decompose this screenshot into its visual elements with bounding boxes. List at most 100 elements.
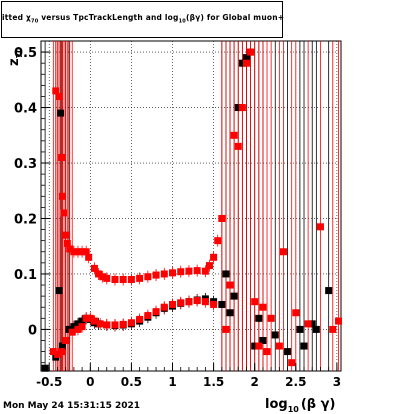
data-point (103, 274, 111, 282)
data-point (177, 299, 185, 307)
data-point (325, 287, 333, 295)
data-point (185, 267, 193, 275)
data-point (271, 331, 279, 339)
data-point (234, 142, 242, 150)
y-axis-label: z70 (7, 47, 24, 66)
data-point (95, 270, 103, 278)
y-tick-label: 0.4 (14, 102, 37, 117)
data-point (57, 109, 65, 117)
data-point (78, 248, 86, 256)
data-point (99, 273, 107, 281)
chart-title-box: itted χ70 versus TpcTrackLength and log1… (1, 1, 284, 38)
data-point (193, 267, 201, 275)
data-point (78, 317, 86, 325)
data-point (312, 325, 320, 333)
data-point (255, 314, 263, 322)
data-point (127, 319, 135, 327)
data-point (238, 104, 246, 112)
data-point (242, 59, 250, 67)
data-point (218, 300, 226, 308)
data-point (263, 348, 271, 356)
data-point (90, 317, 98, 325)
data-point (68, 328, 76, 336)
y-tick-label: 0.3 (14, 157, 37, 172)
data-point (82, 248, 90, 256)
data-point (119, 275, 127, 283)
data-point (136, 274, 144, 282)
data-point (119, 320, 127, 328)
data-point (63, 239, 71, 247)
y-tick-label: 0.2 (14, 212, 37, 227)
x-tick-label: 0 (86, 375, 94, 389)
data-point (279, 248, 287, 256)
data-point (86, 314, 94, 322)
data-point (90, 264, 98, 272)
data-point (136, 315, 144, 323)
data-point (85, 253, 93, 261)
data-point (288, 359, 296, 367)
data-point (177, 268, 185, 276)
data-point (96, 320, 104, 328)
x-axis-label: log10 (β γ) (265, 397, 335, 414)
data-point (259, 303, 267, 311)
data-point (152, 271, 160, 279)
data-point (49, 348, 57, 356)
data-point (78, 323, 86, 331)
data-point (66, 245, 74, 253)
data-point (70, 248, 78, 256)
data-point (226, 309, 234, 317)
data-point (74, 248, 82, 256)
data-point (62, 231, 70, 239)
data-point (62, 336, 70, 344)
data-point (52, 87, 60, 95)
data-point (74, 325, 82, 333)
data-point (127, 275, 135, 283)
data-point (169, 269, 177, 277)
data-point (304, 320, 312, 328)
data-point (58, 348, 66, 356)
data-point (201, 267, 209, 275)
x-tick-label: 0.5 (121, 375, 142, 389)
x-tick-label: 1 (168, 375, 176, 389)
data-point (284, 348, 292, 356)
data-point (111, 275, 119, 283)
data-point (335, 317, 343, 325)
data-point (58, 342, 66, 350)
data-point (226, 281, 234, 289)
data-point (210, 300, 218, 308)
data-point (308, 320, 316, 328)
data-point (152, 308, 160, 316)
data-point (205, 262, 213, 270)
data-point (82, 314, 90, 322)
data-point (210, 253, 218, 261)
data-point (329, 325, 337, 333)
y-tick-label: 0.1 (14, 268, 37, 283)
x-tick-label: 3 (333, 375, 341, 389)
data-point (160, 303, 168, 311)
data-point (247, 48, 255, 56)
data-point (144, 273, 152, 281)
data-point (53, 350, 61, 358)
data-point (234, 104, 242, 112)
data-point (230, 292, 238, 300)
data-point (55, 92, 63, 100)
data-point (251, 342, 259, 350)
data-point (169, 300, 177, 308)
data-point (251, 298, 259, 306)
data-point (160, 270, 168, 278)
data-point (222, 325, 230, 333)
data-point (201, 298, 209, 306)
chart-title: itted χ70 versus TpcTrackLength and log1… (2, 13, 284, 25)
data-point (238, 59, 246, 67)
x-tick-label: 1.5 (203, 375, 224, 389)
data-point (60, 209, 68, 217)
x-tick-label: 2 (251, 375, 259, 389)
data-point (103, 321, 111, 329)
data-point (185, 298, 193, 306)
data-point (193, 297, 201, 305)
y-tick-label: 0.5 (14, 46, 37, 61)
timestamp: Mon May 24 15:31:15 2021 (3, 401, 141, 411)
data-point (214, 237, 222, 245)
data-point (58, 153, 66, 161)
